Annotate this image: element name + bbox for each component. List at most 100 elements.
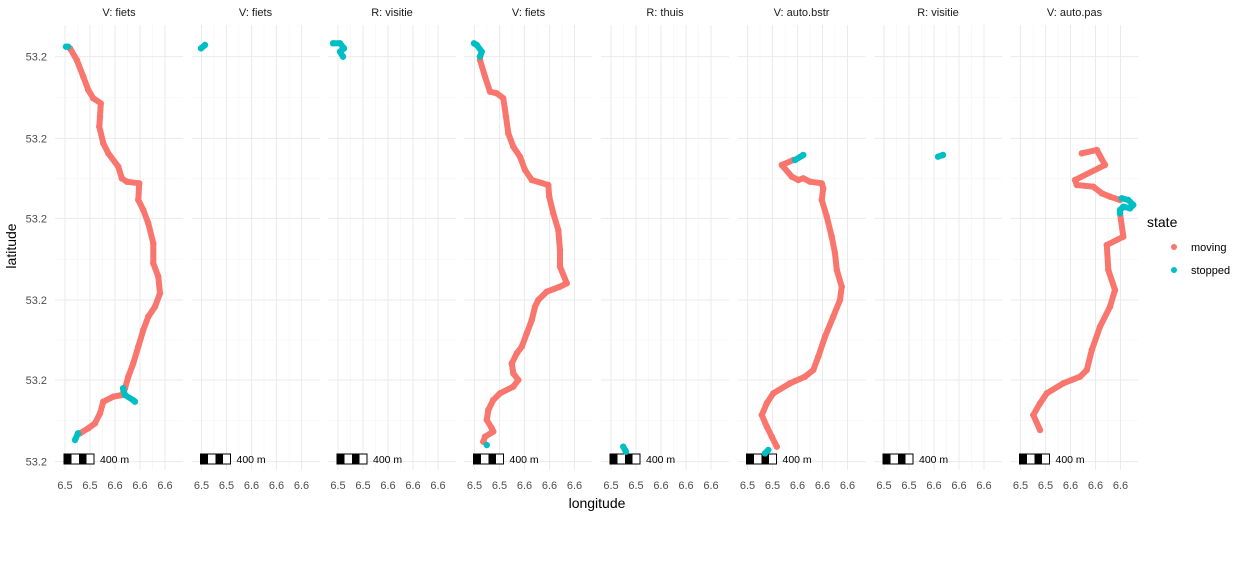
scale-bar-border xyxy=(200,453,231,465)
scale-bar-border xyxy=(882,453,914,465)
point-moving xyxy=(778,161,785,169)
point-moving xyxy=(496,390,504,397)
point-moving xyxy=(510,143,517,150)
facet-panel: 6.5 6.5 6.6 6.6 6.6 V: fiets 400 m xyxy=(194,7,309,492)
point-moving xyxy=(96,113,104,120)
scale-bar-border xyxy=(1019,453,1050,465)
x-tick-label: 6.6 xyxy=(790,480,805,492)
point-moving xyxy=(1093,146,1100,154)
y-tick-label: 53.2 xyxy=(26,52,47,64)
x-tick-label: 6.6 xyxy=(703,480,718,492)
point-moving xyxy=(831,250,839,257)
scale-bar-border xyxy=(336,453,368,465)
scale-bar-segment xyxy=(488,454,496,464)
point-moving xyxy=(1088,346,1095,354)
x-tick-label: 6.5 xyxy=(628,480,643,492)
point-moving xyxy=(97,100,104,107)
scale-bar: 400 m xyxy=(609,453,675,466)
legend: state moving stopped xyxy=(1147,214,1230,277)
facet-strip-label: V: auto.pas xyxy=(1047,7,1103,19)
scale-bar-segment xyxy=(79,454,87,464)
path-moving xyxy=(1072,147,1123,203)
point-moving xyxy=(795,176,802,184)
scale-bar-segment xyxy=(883,454,891,464)
point-moving xyxy=(115,163,122,170)
point-moving xyxy=(550,210,557,217)
point-moving xyxy=(80,73,87,80)
point-moving xyxy=(150,240,157,247)
x-tick-label: 6.6 xyxy=(951,480,966,492)
scale-bar: 400 m xyxy=(63,453,129,466)
point-moving xyxy=(545,181,552,189)
x-tick-label: 6.5 xyxy=(1013,480,1028,492)
scale-bar-label: 400 m xyxy=(100,454,129,466)
scale-bar-label: 400 m xyxy=(237,454,266,466)
point-moving xyxy=(85,425,92,432)
point-moving xyxy=(1036,426,1044,434)
point-moving xyxy=(135,196,142,204)
facet-panel: 6.5 6.5 6.6 6.6 6.6 R: visitie 400 m xyxy=(876,7,991,492)
x-tick-label: 6.6 xyxy=(269,480,284,492)
legend-label-moving: moving xyxy=(1191,242,1226,254)
point-moving xyxy=(818,180,825,187)
scale-bar-segment xyxy=(1042,454,1050,464)
point-moving xyxy=(510,383,517,390)
point-moving xyxy=(523,330,530,337)
point-stopped xyxy=(478,48,485,55)
x-tick-label: 6.5 xyxy=(492,480,507,492)
point-stopped xyxy=(119,385,127,392)
point-moving xyxy=(1111,286,1119,294)
point-stopped xyxy=(131,398,139,405)
scale-bar-segment xyxy=(223,454,231,464)
scale-bar-label: 400 m xyxy=(919,454,948,466)
scale-bar: 400 m xyxy=(336,453,402,466)
x-tick-label: 6.6 xyxy=(244,480,259,492)
point-moving xyxy=(481,433,489,440)
point-moving xyxy=(821,333,829,340)
facet-strip-label: V: fiets xyxy=(102,7,136,19)
point-moving xyxy=(156,290,164,297)
point-moving xyxy=(543,288,550,295)
point-moving xyxy=(1103,241,1110,249)
point-moving xyxy=(563,280,570,287)
point-moving xyxy=(810,366,817,374)
point-moving xyxy=(1098,190,1105,197)
point-moving xyxy=(1030,411,1037,419)
x-tick-label: 6.5 xyxy=(219,480,234,492)
point-moving xyxy=(556,283,564,290)
scale-bar-segment xyxy=(610,454,618,464)
point-stopped xyxy=(121,391,129,399)
point-moving xyxy=(505,130,512,137)
point-stopped xyxy=(339,53,347,60)
scale-bar: 400 m xyxy=(1019,453,1085,466)
point-moving xyxy=(85,86,92,94)
point-stopped xyxy=(201,41,209,49)
x-tick-label: 6.5 xyxy=(603,480,618,492)
point-moving xyxy=(763,423,770,430)
point-moving xyxy=(531,303,539,310)
point-moving xyxy=(1036,400,1044,407)
point-moving xyxy=(483,416,490,424)
facet-panel: 6.5 6.5 6.6 6.6 6.6 V: auto.pas 400 m xyxy=(1013,7,1137,492)
point-stopped xyxy=(329,40,337,47)
point-moving xyxy=(490,428,497,435)
scale-bar-border xyxy=(473,453,504,465)
point-moving xyxy=(150,260,157,267)
point-moving xyxy=(830,313,837,320)
point-moving xyxy=(145,313,152,320)
scale-bar: 400 m xyxy=(882,453,948,466)
point-stopped xyxy=(934,153,942,160)
path-moving xyxy=(477,53,570,445)
scale-bar-segment xyxy=(1019,454,1027,464)
x-tick-label: 6.6 xyxy=(380,480,395,492)
x-tick-label: 6.6 xyxy=(157,480,172,492)
x-tick-label: 6.6 xyxy=(107,480,122,492)
point-moving xyxy=(1073,181,1080,189)
scale-bar-segment xyxy=(761,454,769,464)
point-moving xyxy=(96,410,104,417)
point-moving xyxy=(513,350,520,357)
point-moving xyxy=(486,88,494,95)
gridlines xyxy=(55,25,1139,470)
facet-strip-label: V: fiets xyxy=(239,7,273,19)
x-tick-label: 6.5 xyxy=(194,480,209,492)
